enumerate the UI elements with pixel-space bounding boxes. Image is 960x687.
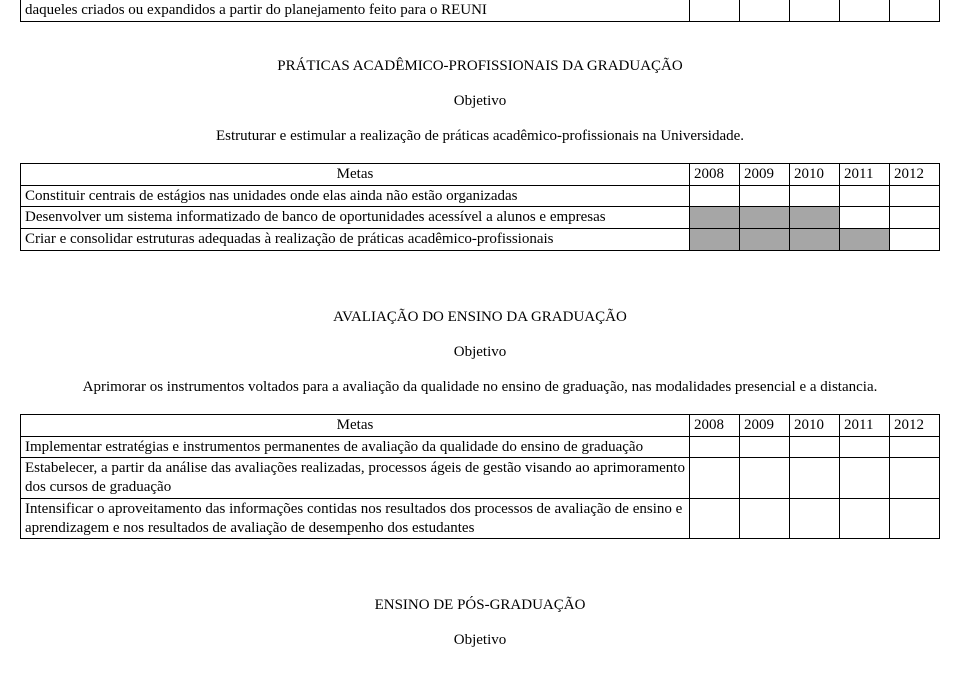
year-header: 2011 (840, 163, 890, 185)
cell (790, 498, 840, 539)
year-header: 2011 (840, 414, 890, 436)
table-header-row: Metas 2008 2009 2010 2011 2012 (21, 414, 940, 436)
page: daqueles criados ou expandidos a partir … (0, 0, 960, 687)
year-header: 2010 (790, 414, 840, 436)
year-header: 2009 (740, 163, 790, 185)
top-fragment-table: daqueles criados ou expandidos a partir … (20, 0, 940, 22)
cell-shaded (790, 207, 840, 229)
cell-shaded (740, 229, 790, 251)
cell (890, 207, 940, 229)
table-row: Desenvolver um sistema informatizado de … (21, 207, 940, 229)
cell (840, 185, 890, 207)
cell-shaded (690, 229, 740, 251)
cell-shaded (690, 207, 740, 229)
objetivo-label: Objetivo (20, 632, 940, 649)
cell (690, 185, 740, 207)
row-label: Implementar estratégias e instrumentos p… (21, 436, 690, 458)
table-header-row: Metas 2008 2009 2010 2011 2012 (21, 163, 940, 185)
cell (890, 498, 940, 539)
metas-header: Metas (21, 414, 690, 436)
cell (840, 207, 890, 229)
metas-header: Metas (21, 163, 690, 185)
cell (690, 498, 740, 539)
year-header: 2008 (690, 163, 740, 185)
cell (690, 458, 740, 499)
year-cell (840, 0, 890, 21)
cell (790, 458, 840, 499)
year-cell (690, 0, 740, 21)
year-cell (790, 0, 840, 21)
year-cell (890, 0, 940, 21)
section-title: PRÁTICAS ACADÊMICO-PROFISSIONAIS DA GRAD… (20, 58, 940, 75)
metas-table-2: Metas 2008 2009 2010 2011 2012 Implement… (20, 414, 940, 540)
table-row: daqueles criados ou expandidos a partir … (21, 0, 940, 21)
cell (740, 458, 790, 499)
cell (890, 458, 940, 499)
year-header: 2012 (890, 163, 940, 185)
cell-shaded (790, 229, 840, 251)
row-label: Desenvolver um sistema informatizado de … (21, 207, 690, 229)
year-header: 2008 (690, 414, 740, 436)
objetivo-text: Estruturar e estimular a realização de p… (20, 128, 940, 145)
table-row: Estabelecer, a partir da análise das ava… (21, 458, 940, 499)
table-row: Criar e consolidar estruturas adequadas … (21, 229, 940, 251)
row-label: Constituir centrais de estágios nas unid… (21, 185, 690, 207)
cell (840, 436, 890, 458)
cell (840, 458, 890, 499)
cell (790, 185, 840, 207)
row-label: Estabelecer, a partir da análise das ava… (21, 458, 690, 499)
cell (890, 436, 940, 458)
row-label: daqueles criados ou expandidos a partir … (21, 0, 690, 21)
year-cell (740, 0, 790, 21)
cell-shaded (740, 207, 790, 229)
section-title: AVALIAÇÃO DO ENSINO DA GRADUAÇÃO (20, 309, 940, 326)
table-row: Constituir centrais de estágios nas unid… (21, 185, 940, 207)
cell (740, 185, 790, 207)
cell (690, 436, 740, 458)
metas-table-1: Metas 2008 2009 2010 2011 2012 Constitui… (20, 163, 940, 251)
cell-shaded (840, 229, 890, 251)
objetivo-label: Objetivo (20, 344, 940, 361)
row-label: Criar e consolidar estruturas adequadas … (21, 229, 690, 251)
table-row: Implementar estratégias e instrumentos p… (21, 436, 940, 458)
cell (890, 229, 940, 251)
year-header: 2009 (740, 414, 790, 436)
cell (790, 436, 840, 458)
section-title: ENSINO DE PÓS-GRADUAÇÃO (20, 597, 940, 614)
cell (740, 498, 790, 539)
objetivo-text: Aprimorar os instrumentos voltados para … (20, 379, 940, 396)
cell (740, 436, 790, 458)
table-row: Intensificar o aproveitamento das inform… (21, 498, 940, 539)
objetivo-label: Objetivo (20, 93, 940, 110)
row-label: Intensificar o aproveitamento das inform… (21, 498, 690, 539)
cell (890, 185, 940, 207)
year-header: 2010 (790, 163, 840, 185)
year-header: 2012 (890, 414, 940, 436)
cell (840, 498, 890, 539)
